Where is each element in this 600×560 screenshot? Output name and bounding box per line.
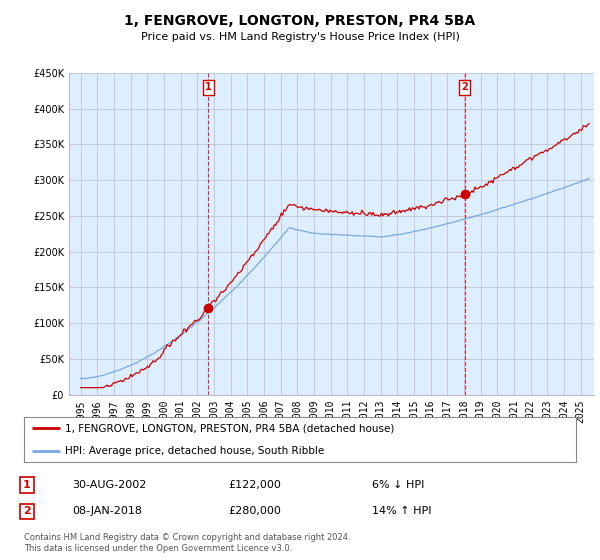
- Text: 14% ↑ HPI: 14% ↑ HPI: [372, 506, 431, 516]
- Text: £122,000: £122,000: [228, 480, 281, 490]
- Text: 08-JAN-2018: 08-JAN-2018: [72, 506, 142, 516]
- Text: Price paid vs. HM Land Registry's House Price Index (HPI): Price paid vs. HM Land Registry's House …: [140, 32, 460, 43]
- Text: 6% ↓ HPI: 6% ↓ HPI: [372, 480, 424, 490]
- Text: £280,000: £280,000: [228, 506, 281, 516]
- Text: Contains HM Land Registry data © Crown copyright and database right 2024.
This d: Contains HM Land Registry data © Crown c…: [24, 533, 350, 553]
- Text: 1, FENGROVE, LONGTON, PRESTON, PR4 5BA: 1, FENGROVE, LONGTON, PRESTON, PR4 5BA: [124, 14, 476, 28]
- Text: 2: 2: [23, 506, 31, 516]
- Text: 30-AUG-2002: 30-AUG-2002: [72, 480, 146, 490]
- Text: HPI: Average price, detached house, South Ribble: HPI: Average price, detached house, Sout…: [65, 446, 325, 456]
- Text: 1: 1: [23, 480, 31, 490]
- Text: 2: 2: [461, 82, 468, 92]
- Text: 1, FENGROVE, LONGTON, PRESTON, PR4 5BA (detached house): 1, FENGROVE, LONGTON, PRESTON, PR4 5BA (…: [65, 423, 395, 433]
- Text: 1: 1: [205, 82, 212, 92]
